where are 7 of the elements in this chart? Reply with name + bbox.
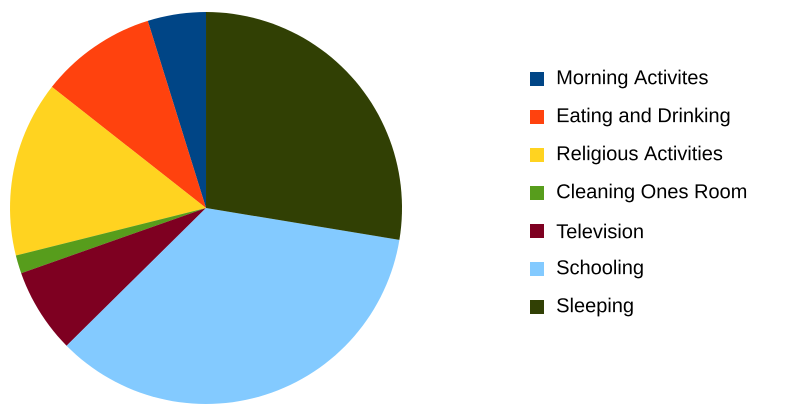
legend-label: Morning Activites [558,70,708,88]
legend-label: Religious Activities [558,146,722,164]
legend-label: Eating and Drinking [558,108,730,126]
legend-label: Schooling [557,260,643,278]
legend-label: Sleeping [557,298,633,316]
legend-label: Cleaning Ones Room [557,184,746,202]
legend-label: Television [556,224,643,238]
